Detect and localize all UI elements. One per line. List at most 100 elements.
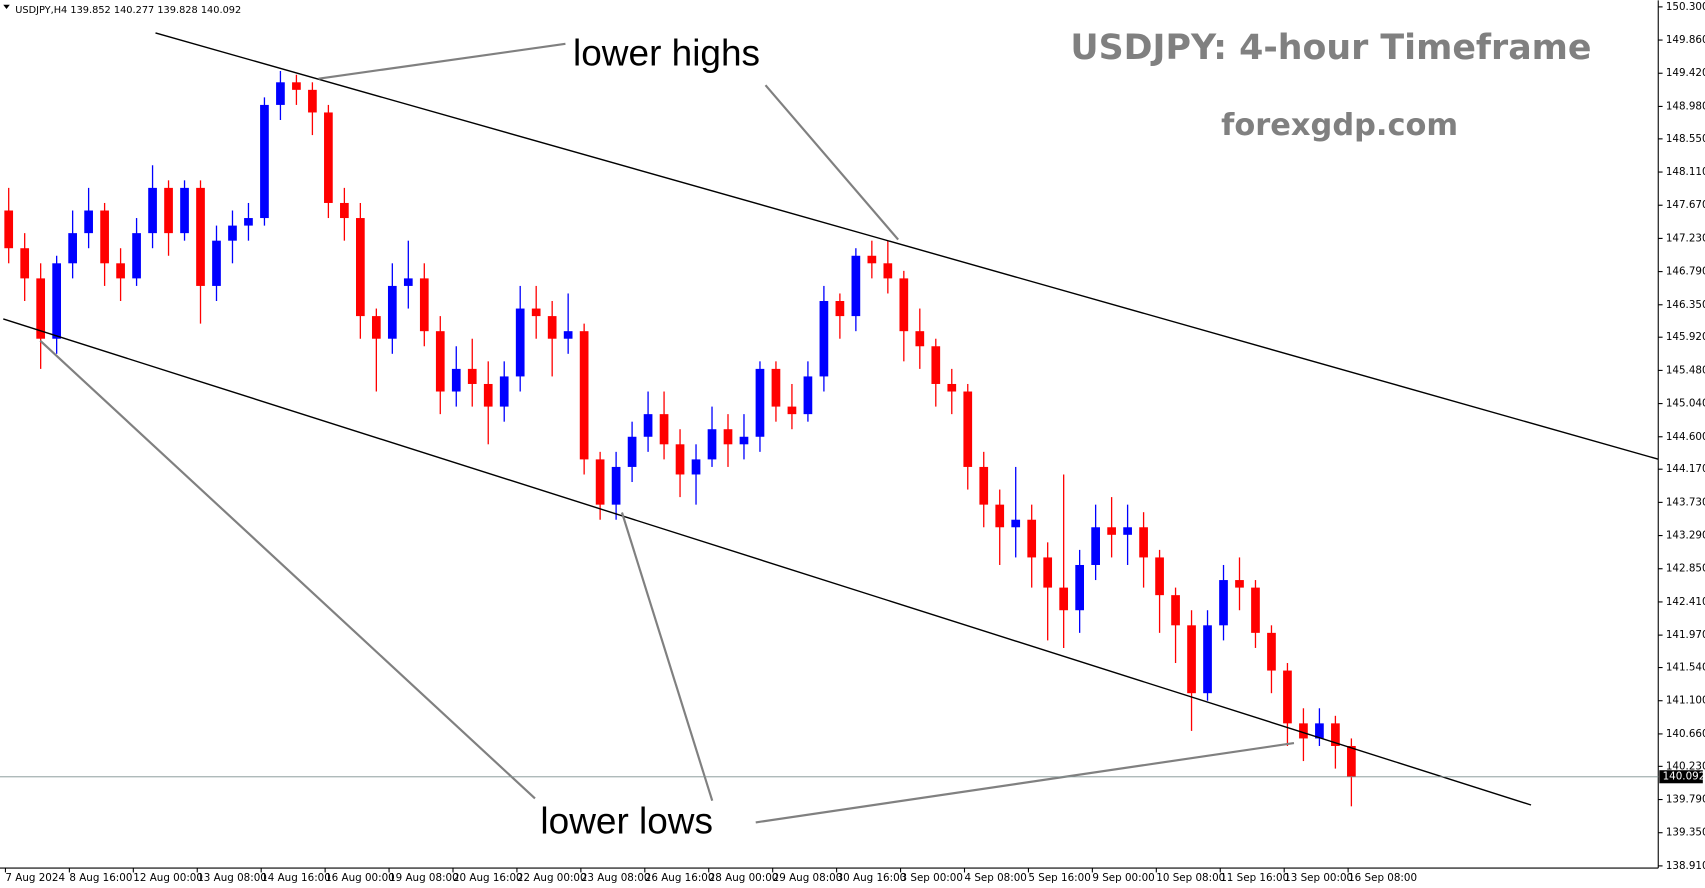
- last-price-label: 140.092: [1663, 771, 1705, 783]
- x-tick-label: 29 Aug 08:00: [773, 872, 843, 884]
- y-tick-label: 147.670: [1666, 199, 1705, 211]
- candle-body: [947, 383, 957, 392]
- candle-body: [931, 346, 941, 384]
- candle-body: [260, 104, 269, 219]
- y-tick-label: 140.660: [1666, 728, 1705, 740]
- y-tick-label: 139.350: [1666, 827, 1705, 839]
- y-tick-label: 144.170: [1666, 463, 1705, 475]
- candle-body: [68, 233, 77, 264]
- candle-body: [84, 210, 93, 234]
- y-tick-label: 149.860: [1666, 34, 1705, 46]
- candle-body: [180, 187, 189, 234]
- candle-body: [1267, 632, 1276, 671]
- x-tick-label: 5 Sep 16:00: [1028, 872, 1090, 884]
- x-tick-label: 16 Aug 00:00: [325, 872, 395, 884]
- y-tick-label: 148.980: [1666, 100, 1705, 112]
- candle-body: [643, 414, 653, 437]
- x-tick-label: 30 Aug 16:00: [837, 872, 907, 884]
- candle-body: [1235, 580, 1244, 588]
- candle-body: [467, 368, 477, 384]
- y-tick-label: 146.350: [1666, 299, 1705, 311]
- x-tick-label: 26 Aug 16:00: [645, 872, 715, 884]
- candle-body: [324, 112, 333, 203]
- candle-body: [1155, 557, 1164, 596]
- candle-body: [883, 263, 893, 279]
- candle-body: [1315, 723, 1324, 739]
- candle-body: [1059, 587, 1069, 611]
- candle-body: [228, 225, 237, 241]
- candle-body: [1027, 519, 1037, 558]
- candle-body: [1219, 580, 1228, 626]
- y-tick-label: 141.540: [1666, 662, 1705, 674]
- candle-body: [276, 82, 285, 105]
- candle-body: [803, 376, 813, 415]
- candle-body: [867, 255, 877, 264]
- candle-body: [739, 436, 749, 445]
- candle-body: [595, 459, 605, 505]
- candle-body: [1331, 723, 1340, 746]
- y-tick-label: 141.970: [1666, 629, 1705, 641]
- x-tick-label: 16 Sep 08:00: [1348, 872, 1417, 884]
- candle-body: [515, 308, 525, 377]
- candle-body: [356, 218, 365, 317]
- y-tick-label: 143.290: [1666, 530, 1705, 542]
- chart-header: USDJPY,H4 139.852 140.277 139.828 140.09…: [15, 5, 241, 16]
- y-tick-label: 149.420: [1666, 67, 1705, 79]
- candle-body: [787, 406, 797, 415]
- candle-body: [995, 504, 1005, 528]
- candle-body: [451, 368, 461, 392]
- candle-body: [1347, 745, 1356, 777]
- candle-body: [963, 391, 973, 467]
- candle-body: [579, 331, 589, 460]
- candle-body: [899, 278, 909, 332]
- y-tick-label: 145.040: [1666, 398, 1705, 410]
- candle-body: [308, 89, 317, 113]
- last-price-box: [1659, 770, 1703, 784]
- candle-body: [387, 285, 397, 339]
- candle-body: [531, 308, 541, 317]
- annotation: lower lows: [540, 800, 713, 841]
- upper-channel-line: [155, 32, 1659, 460]
- candle-body: [403, 278, 413, 286]
- candle-body: [915, 331, 925, 347]
- x-tick-label: 7 Aug 2024: [5, 872, 65, 884]
- candle-body: [20, 248, 30, 279]
- candle-body: [196, 187, 205, 286]
- candle-body: [835, 301, 845, 317]
- y-tick-label: 139.790: [1666, 794, 1705, 806]
- chart-subtitle: forexgdp.com: [1221, 108, 1458, 143]
- x-tick-label: 23 Aug 08:00: [581, 872, 651, 884]
- candle-body: [547, 316, 557, 339]
- candle-body: [292, 82, 301, 90]
- x-tick-label: 22 Aug 00:00: [517, 872, 587, 884]
- y-tick-label: 141.100: [1666, 695, 1705, 707]
- candle-body: [627, 436, 637, 467]
- candle-body: [1107, 527, 1116, 535]
- candle-body: [675, 444, 685, 475]
- candle-body: [1283, 670, 1292, 724]
- candle-body: [435, 331, 445, 392]
- y-tick-label: 142.850: [1666, 563, 1705, 575]
- y-tick-label: 150.300: [1666, 1, 1705, 13]
- pointer-line: [755, 741, 1295, 824]
- candle-body: [819, 301, 829, 377]
- annotation: lower highs: [573, 33, 760, 74]
- candle-body: [1075, 564, 1085, 611]
- x-tick-label: 10 Sep 08:00: [1156, 872, 1225, 884]
- y-tick-label: 138.910: [1666, 860, 1705, 872]
- x-tick-label: 19 Aug 08:00: [389, 872, 459, 884]
- candle-body: [100, 210, 109, 264]
- y-tick-label: 140.230: [1666, 760, 1705, 772]
- candle-body: [244, 218, 253, 226]
- candle-body: [707, 429, 717, 460]
- x-tick-label: 13 Aug 08:00: [197, 872, 267, 884]
- candle-body: [1203, 625, 1212, 694]
- candle-body: [1299, 723, 1308, 739]
- candle-body: [1091, 527, 1100, 565]
- candle-body: [691, 459, 701, 475]
- x-tick-label: 4 Sep 08:00: [964, 872, 1026, 884]
- x-tick-label: 9 Sep 00:00: [1092, 872, 1154, 884]
- pointer-line: [318, 42, 566, 80]
- header-marker: [3, 4, 10, 10]
